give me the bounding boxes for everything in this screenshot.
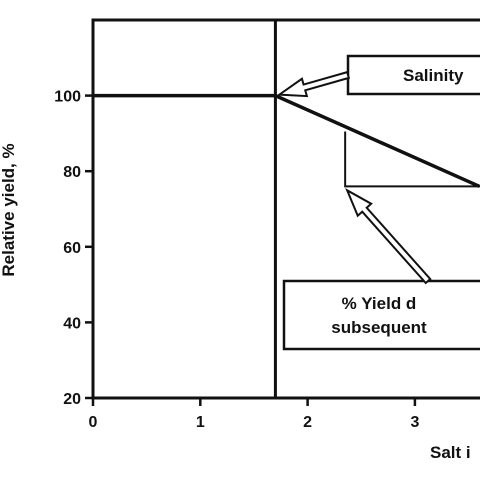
yield-series-line	[93, 93, 480, 188]
x-tick-label: 3	[410, 414, 419, 431]
annotation-text: Salinity	[403, 66, 464, 85]
y-tick-label: 20	[63, 391, 81, 408]
tick-labels: 20 40 60 80 100 0 1 2 3	[54, 89, 419, 431]
annotation-text: % Yield d	[342, 294, 417, 313]
y-axis-label: Relative yield, %	[0, 143, 18, 276]
plot-frame	[91, 18, 480, 400]
x-tick-label: 2	[303, 414, 312, 431]
slope-bracket	[344, 131, 480, 188]
annotation-text: subsequent	[331, 318, 427, 337]
y-tick-label: 40	[63, 315, 81, 332]
y-tick-label: 80	[63, 164, 81, 181]
salinity-arrow	[276, 70, 351, 98]
x-axis-label: Salt i	[430, 443, 471, 462]
plot-area	[93, 20, 480, 398]
axes	[85, 18, 480, 406]
x-tick-label: 0	[89, 414, 98, 431]
y-tick-label: 60	[63, 240, 81, 257]
y-tick-label: 100	[54, 89, 81, 106]
x-tick-label: 1	[196, 414, 205, 431]
annotations: Salinity % Yield d subsequent	[276, 54, 480, 351]
annotation-box	[282, 279, 480, 351]
yield-arrow	[345, 188, 432, 285]
annotation-box	[346, 54, 480, 96]
